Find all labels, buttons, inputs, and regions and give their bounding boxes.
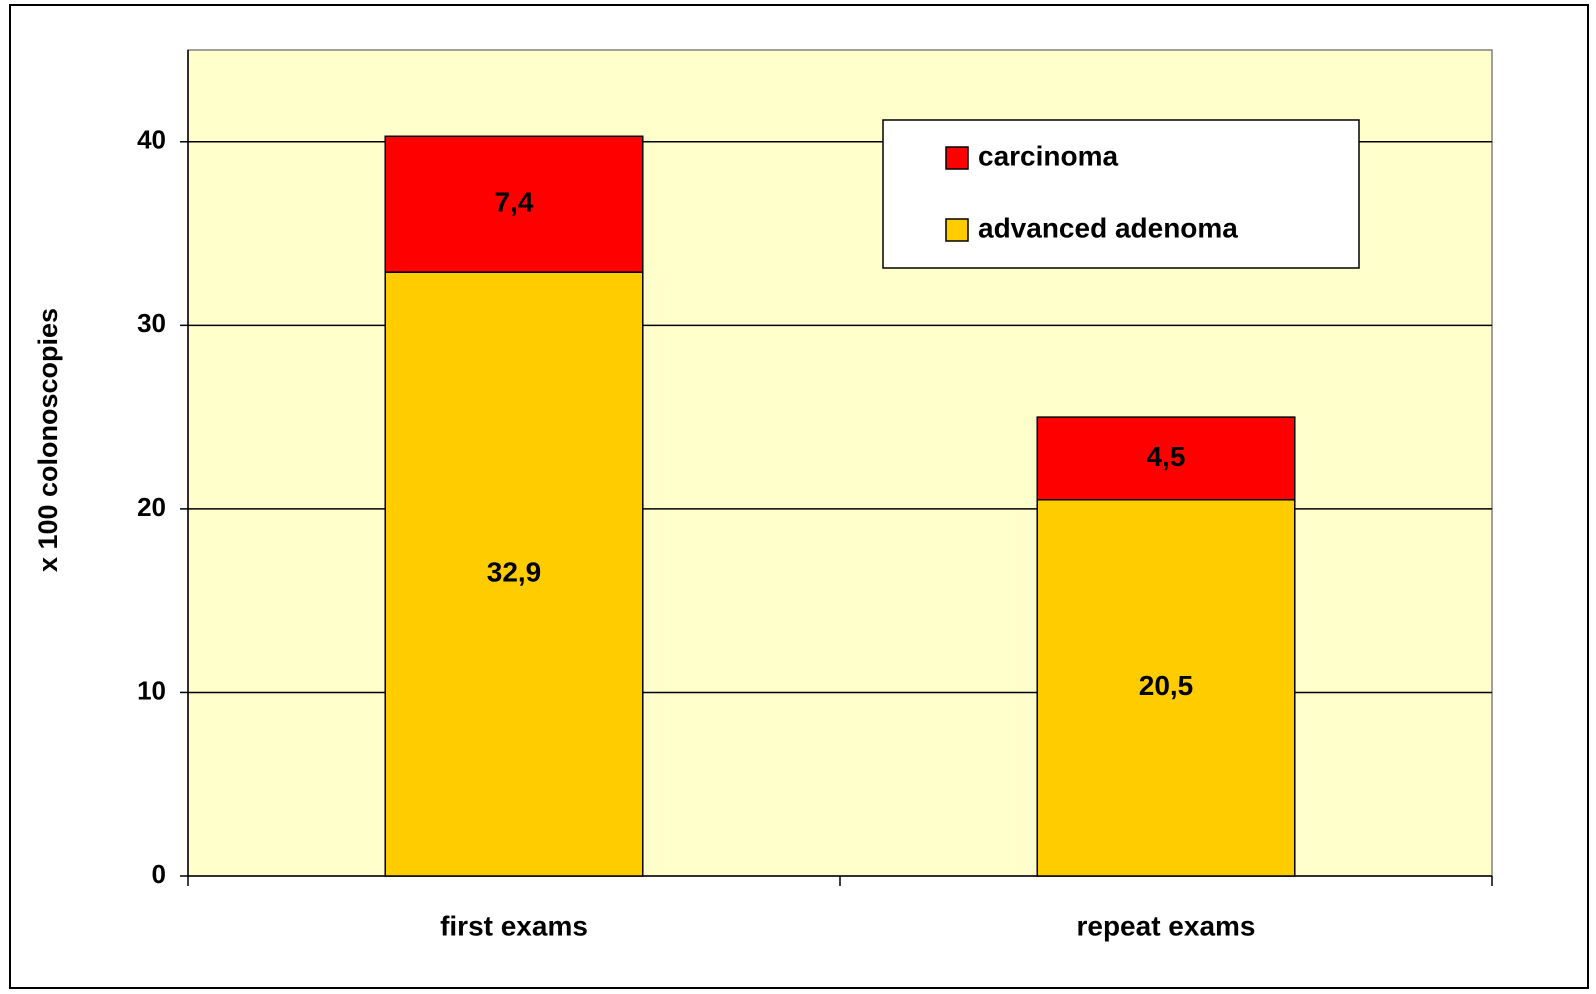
legend-label: advanced adenoma: [978, 212, 1238, 243]
bar-segment: [1036, 416, 1296, 501]
y-tick-label: 30: [137, 308, 166, 338]
value-label: 20,5: [1139, 670, 1194, 701]
bar-segment: [1036, 498, 1296, 877]
y-axis-label: x 100 colonoscopies: [33, 308, 63, 572]
y-tick-label: 0: [152, 859, 166, 889]
value-label: 32,9: [487, 556, 542, 587]
bar-segment: [384, 271, 644, 877]
legend-box: [882, 119, 1360, 269]
y-tick-label: 10: [137, 675, 166, 705]
y-tick-label: 20: [137, 492, 166, 522]
value-label: 4,5: [1147, 441, 1186, 472]
x-tick-label: first exams: [440, 910, 588, 941]
legend-label: carcinoma: [978, 140, 1118, 171]
legend-swatch: [945, 146, 969, 170]
bar-segment: [384, 135, 644, 273]
value-label: 7,4: [495, 187, 534, 218]
x-tick-label: repeat exams: [1076, 910, 1255, 941]
legend-swatch: [945, 218, 969, 242]
y-tick-label: 40: [137, 125, 166, 155]
